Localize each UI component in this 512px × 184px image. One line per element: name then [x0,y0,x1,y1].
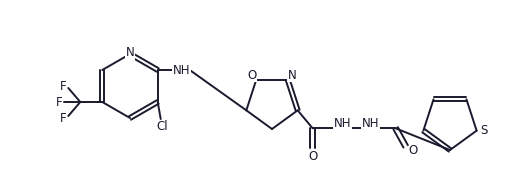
Text: F: F [56,95,62,109]
Text: F: F [60,112,67,125]
Text: O: O [308,150,317,163]
Text: N: N [125,47,134,59]
Text: NH: NH [362,117,379,130]
Text: O: O [247,69,257,82]
Text: NH: NH [173,63,190,77]
Text: N: N [288,69,296,82]
Text: O: O [408,144,417,157]
Text: F: F [60,79,67,93]
Text: Cl: Cl [156,119,167,132]
Text: S: S [480,124,487,137]
Text: NH: NH [334,117,351,130]
